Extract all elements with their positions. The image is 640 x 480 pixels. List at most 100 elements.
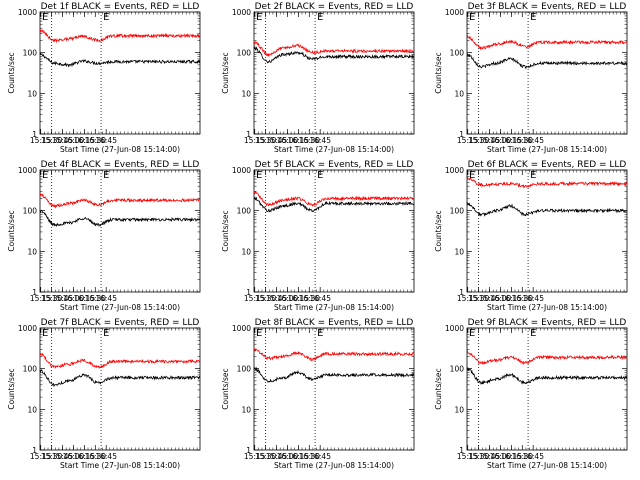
x-tick-label: 16:45	[309, 136, 331, 145]
x-tick-label: 16:30	[84, 452, 106, 461]
y-tick-label: 100	[450, 365, 465, 374]
plot-frame	[466, 169, 628, 293]
plot-frame	[39, 169, 201, 293]
marker-label: E	[469, 170, 475, 181]
marker-label: E	[256, 328, 262, 339]
plot-frame	[466, 327, 628, 451]
panel-title: Det 9f BLACK = Events, RED = LLD	[468, 318, 627, 328]
x-tick-label: 16:00	[490, 452, 512, 461]
x-tick-label: 15:30	[255, 136, 277, 145]
y-axis-label: Counts/sec	[221, 368, 230, 409]
x-tick-label: 15:30	[255, 452, 277, 461]
x-axis-label: Start Time (27-Jun-08 15:14:00)	[60, 461, 180, 470]
series-line-events	[466, 202, 628, 217]
x-axis-label: Start Time (27-Jun-08 15:14:00)	[60, 303, 180, 312]
x-tick-label: 16:00	[490, 136, 512, 145]
plot-frame	[39, 11, 201, 135]
y-tick-label: 100	[450, 207, 465, 216]
y-axis-label: Counts/sec	[221, 210, 230, 251]
marker-label: E	[256, 12, 262, 23]
panel-title: Det 1f BLACK = Events, RED = LLD	[41, 2, 200, 12]
y-axis-label: Counts/sec	[221, 52, 230, 93]
plot-frame	[39, 327, 201, 451]
marker-label: E	[42, 12, 48, 23]
y-tick-label: 10	[241, 405, 251, 414]
series-line-events	[466, 53, 628, 69]
y-tick-label: 100	[237, 207, 252, 216]
x-tick-label: 15:30	[468, 294, 490, 303]
y-tick-label: 10	[454, 89, 464, 98]
x-axis-label: Start Time (27-Jun-08 15:14:00)	[487, 461, 607, 470]
y-tick-label: 10	[454, 405, 464, 414]
x-tick-label: 16:15	[501, 294, 523, 303]
x-tick-label: 16:15	[288, 294, 310, 303]
marker-label: E	[530, 12, 536, 23]
x-tick-label: 16:15	[288, 136, 310, 145]
y-axis-label: Counts/sec	[7, 52, 16, 93]
chart-panel-1: Det 1f BLACK = Events, RED = LLD 1 10 100 10…	[7, 2, 201, 154]
series-line-events	[39, 209, 201, 228]
x-tick-label: 16:45	[522, 294, 544, 303]
x-tick-label: 16:15	[74, 136, 96, 145]
x-tick-label: 15:45	[479, 294, 501, 303]
x-tick-label: 15:45	[266, 294, 288, 303]
x-tick-label: 16:00	[63, 294, 85, 303]
y-tick-label: 10	[27, 89, 37, 98]
marker-label: E	[469, 12, 475, 23]
x-tick-label: 16:45	[309, 294, 331, 303]
x-tick-label: 15:45	[266, 136, 288, 145]
y-tick-label: 1000	[232, 166, 251, 175]
series-line-lld	[466, 34, 628, 51]
series-line-lld	[466, 350, 628, 366]
x-tick-label: 16:00	[490, 294, 512, 303]
plot-frame	[253, 327, 415, 451]
x-tick-label: 16:00	[277, 452, 299, 461]
x-tick-label: 16:00	[63, 136, 85, 145]
x-tick-label: 15:30	[41, 136, 63, 145]
y-tick-label: 1	[459, 288, 464, 297]
series-line-lld	[253, 41, 415, 58]
series-line-lld	[253, 347, 415, 362]
y-tick-label: 1000	[232, 8, 251, 17]
x-axis-label: Start Time (27-Jun-08 15:14:00)	[274, 461, 394, 470]
x-axis-label: Start Time (27-Jun-08 15:14:00)	[274, 303, 394, 312]
y-axis-label: Counts/sec	[7, 368, 16, 409]
y-tick-label: 1000	[232, 324, 251, 333]
chart-panel-9: Det 9f BLACK = Events, RED = LLD 1 10 100 10…	[434, 318, 628, 470]
x-tick-label: 16:30	[298, 294, 320, 303]
x-tick-label: 15:15	[244, 452, 266, 461]
x-tick-label: 16:00	[277, 294, 299, 303]
y-tick-label: 10	[241, 247, 251, 256]
x-tick-label: 16:45	[522, 452, 544, 461]
series-line-events	[466, 367, 628, 385]
panel-title: Det 8f BLACK = Events, RED = LLD	[255, 318, 414, 328]
x-tick-label: 16:15	[288, 452, 310, 461]
x-tick-label: 15:15	[457, 136, 479, 145]
series-line-lld	[253, 190, 415, 207]
x-axis-label: Start Time (27-Jun-08 15:14:00)	[274, 145, 394, 154]
y-tick-label: 1000	[18, 324, 37, 333]
marker-label: E	[103, 170, 109, 181]
x-tick-label: 15:15	[30, 294, 52, 303]
x-tick-label: 16:30	[84, 294, 106, 303]
marker-label: E	[103, 12, 109, 23]
series-line-events	[39, 52, 201, 68]
y-tick-label: 1	[246, 288, 251, 297]
chart-panel-6: Det 6f BLACK = Events, RED = LLD 1 10 100 10…	[434, 160, 628, 312]
series-line-events	[253, 366, 415, 383]
y-tick-label: 1	[459, 130, 464, 139]
x-tick-label: 16:45	[95, 294, 117, 303]
y-tick-label: 1000	[18, 8, 37, 17]
y-tick-label: 1000	[445, 8, 464, 17]
y-tick-label: 100	[237, 365, 252, 374]
x-tick-label: 15:30	[41, 452, 63, 461]
x-tick-label: 15:15	[30, 452, 52, 461]
x-tick-label: 15:30	[255, 294, 277, 303]
y-tick-label: 100	[237, 49, 252, 58]
series-line-lld	[466, 176, 628, 189]
x-tick-label: 15:45	[52, 452, 74, 461]
chart-panel-5: Det 5f BLACK = Events, RED = LLD 1 10 100 10…	[221, 160, 415, 312]
x-tick-label: 16:30	[298, 452, 320, 461]
x-tick-label: 15:45	[52, 136, 74, 145]
